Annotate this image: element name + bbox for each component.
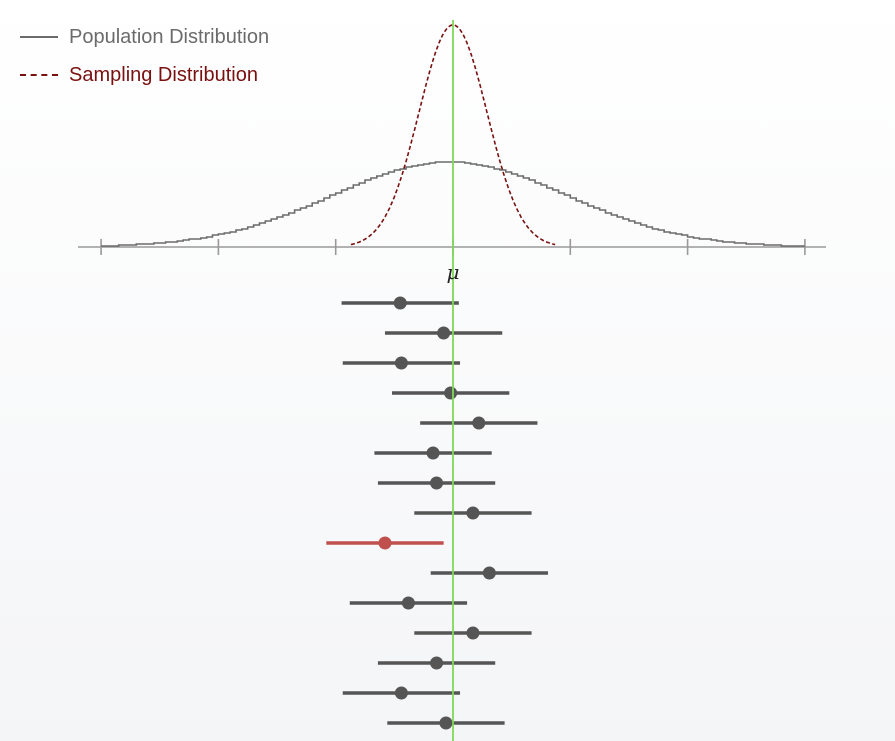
sample-mean-point — [430, 476, 444, 490]
legend: Population Distribution Sampling Distrib… — [20, 18, 269, 94]
sample-mean-point — [472, 416, 486, 430]
confidence-interval — [342, 356, 461, 370]
sample-mean-point — [466, 626, 480, 640]
sample-mean-point — [394, 356, 408, 370]
confidence-interval — [377, 476, 496, 490]
confidence-interval — [341, 296, 459, 310]
sample-mean-point — [401, 596, 415, 610]
confidence-interval — [374, 446, 492, 460]
legend-item-sampling: Sampling Distribution — [20, 56, 269, 94]
sample-mean-point — [466, 506, 480, 520]
x-axis — [78, 239, 826, 255]
sample-mean-point — [394, 686, 408, 700]
legend-label-population: Population Distribution — [69, 26, 270, 48]
legend-swatch-sampling — [20, 74, 58, 76]
sampling-distribution-curve — [350, 24, 556, 246]
sample-mean-point — [430, 656, 444, 670]
confidence-interval — [349, 596, 468, 610]
confidence-interval — [387, 716, 505, 730]
mu-label: μ — [447, 260, 460, 284]
sample-mean-point — [393, 296, 407, 310]
confidence-interval — [430, 566, 549, 580]
confidence-interval — [392, 386, 510, 400]
legend-swatch-population — [20, 36, 58, 38]
sample-mean-point — [426, 446, 440, 460]
confidence-interval — [377, 656, 496, 670]
confidence-interval — [384, 326, 503, 340]
confidence-interval — [414, 626, 532, 640]
confidence-interval — [420, 416, 538, 430]
sample-mean-point — [437, 326, 451, 340]
sample-mean-point — [482, 566, 496, 580]
sample-mean-point — [439, 716, 453, 730]
confidence-interval — [326, 536, 444, 550]
confidence-interval — [342, 686, 461, 700]
legend-item-population: Population Distribution — [20, 18, 269, 56]
confidence-interval — [414, 506, 532, 520]
confidence-intervals — [326, 296, 549, 730]
sample-mean-point — [378, 536, 392, 550]
sampling-curve-path — [350, 24, 556, 246]
legend-label-sampling: Sampling Distribution — [69, 64, 258, 86]
sample-mean-point — [444, 386, 458, 400]
